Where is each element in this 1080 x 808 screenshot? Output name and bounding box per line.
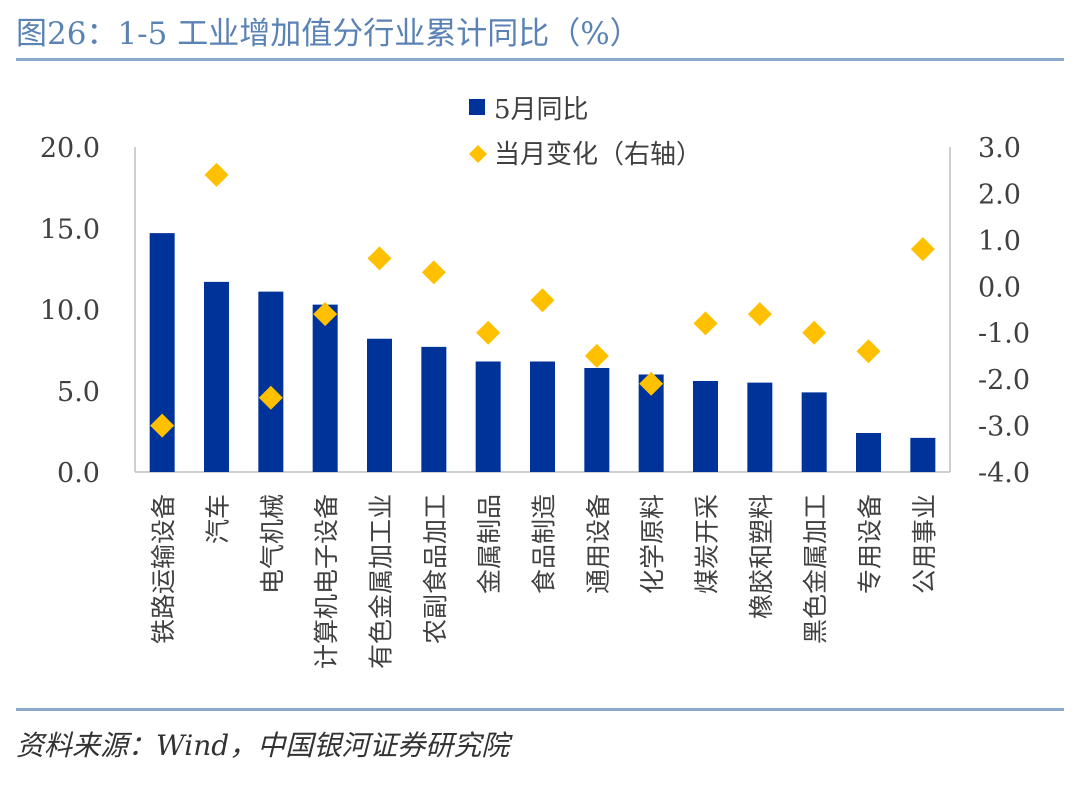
bar bbox=[312, 304, 338, 472]
bar bbox=[910, 437, 936, 472]
diamond-marker bbox=[747, 302, 772, 327]
bar bbox=[367, 338, 392, 472]
diamond-marker bbox=[204, 162, 229, 187]
bar bbox=[421, 346, 447, 472]
x-tick-label: 专用设备 bbox=[856, 494, 885, 594]
legend-swatch-marker bbox=[469, 145, 487, 163]
diamond-marker bbox=[367, 246, 392, 271]
legend-label-bar: 5月同比 bbox=[494, 95, 589, 125]
x-tick-label: 铁路运输设备 bbox=[149, 494, 178, 644]
diamond-marker bbox=[476, 320, 501, 345]
y-right-tick-label: -3.0 bbox=[978, 412, 1030, 443]
legend-swatch-bar bbox=[469, 99, 485, 115]
diamond-marker bbox=[639, 371, 664, 396]
x-tick-label: 有色金属加工业 bbox=[367, 494, 396, 669]
x-tick-label: 化学原料 bbox=[638, 494, 667, 594]
y-left-tick-label: 10.0 bbox=[40, 296, 100, 327]
legend-label-marker: 当月变化（右轴） bbox=[494, 140, 702, 170]
y-left-tick-label: 15.0 bbox=[40, 214, 100, 245]
diamond-marker bbox=[693, 311, 718, 336]
diamond-marker bbox=[530, 288, 555, 313]
chart: 0.0 5.0 10.0 15.0 20.0 -4.0 -3.0 -2.0 -1.0 0.0 1.0… bbox=[40, 95, 1030, 669]
bar bbox=[530, 361, 555, 472]
y-right-tick-label: -4.0 bbox=[978, 458, 1030, 489]
x-tick-label: 金属制品 bbox=[475, 494, 504, 594]
y-left-tick-label: 5.0 bbox=[57, 377, 100, 408]
bar bbox=[693, 381, 718, 472]
diamond-marker bbox=[856, 339, 881, 364]
diamond-marker bbox=[421, 260, 446, 285]
y-right-tick-label: -1.0 bbox=[978, 319, 1030, 350]
x-tick-label: 计算机电子设备 bbox=[312, 494, 341, 669]
chart-title: 图26：1-5 工业增加值分行业累计同比（%） bbox=[16, 16, 641, 52]
source-divider bbox=[16, 708, 1064, 711]
y-right-tick-label: 3.0 bbox=[978, 133, 1021, 164]
x-tick-label: 黑色金属加工 bbox=[801, 494, 830, 644]
x-tick-label: 食品制造 bbox=[530, 494, 559, 594]
x-tick-label: 煤炭开采 bbox=[693, 494, 722, 594]
y-left-tick-label: 0.0 bbox=[57, 458, 100, 489]
y-left-tick-label: 20.0 bbox=[40, 133, 100, 164]
bar bbox=[747, 382, 773, 472]
bar bbox=[856, 433, 881, 472]
x-tick-label: 公用事业 bbox=[910, 494, 939, 594]
bar bbox=[204, 281, 229, 472]
bar bbox=[475, 361, 501, 472]
y-right-tick-label: -2.0 bbox=[978, 365, 1030, 396]
x-tick-label: 橡胶和塑料 bbox=[747, 494, 776, 619]
y-right-tick-label: 1.0 bbox=[978, 226, 1021, 257]
x-tick-label: 汽车 bbox=[204, 494, 233, 544]
diamond-marker bbox=[584, 343, 609, 368]
bar bbox=[801, 392, 827, 472]
x-tick-label: 电气机械 bbox=[258, 494, 287, 594]
diamond-marker bbox=[150, 413, 175, 438]
title-divider bbox=[16, 58, 1064, 61]
x-tick-label: 通用设备 bbox=[584, 494, 613, 594]
bar bbox=[258, 291, 284, 472]
bar bbox=[584, 368, 610, 472]
x-tick-label: 农副食品加工 bbox=[421, 494, 450, 644]
source-note: 资料来源：Wind，中国银河证券研究院 bbox=[16, 729, 510, 762]
diamond-marker bbox=[313, 302, 338, 327]
diamond-marker bbox=[258, 385, 283, 410]
diamond-marker bbox=[802, 320, 827, 345]
y-right-tick-label: 0.0 bbox=[978, 272, 1021, 303]
y-right-tick-label: 2.0 bbox=[978, 179, 1021, 210]
diamond-marker bbox=[910, 237, 935, 262]
